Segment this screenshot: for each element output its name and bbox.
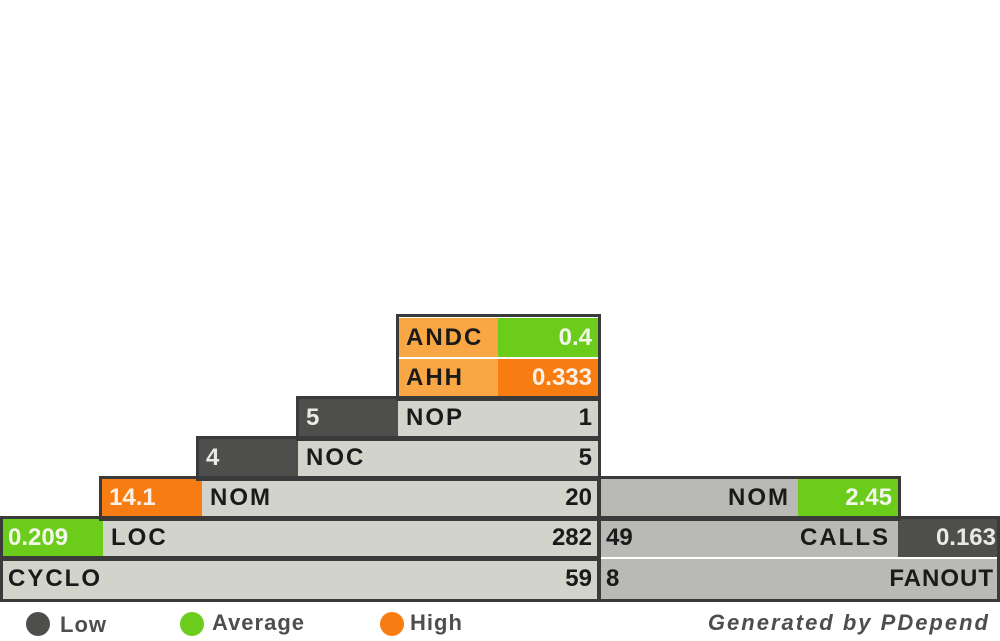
right-nom-label: NOM [598,478,798,518]
nom-value: 20 [398,478,598,518]
legend-high-label: High [410,610,463,635]
ahh-label: AHH [398,358,498,398]
fanout-label: FANOUT [698,558,1000,600]
row-separator [0,557,598,559]
noc-ratio: 4 [198,438,298,478]
cyclo-label: CYCLO [0,558,298,600]
legend-high-dot [380,612,404,636]
calls-ratio: 0.163 [898,518,1000,558]
noc-label: NOC [298,438,448,478]
row-separator [298,397,598,399]
legend-average-label: Average [212,610,306,635]
nop-value: 1 [498,398,598,438]
fanout-value: 8 [598,558,698,600]
nom-ratio: 14.1 [101,478,202,518]
row-separator [398,357,598,359]
legend-low-label: Low [60,612,107,637]
row-separator [101,477,598,479]
row-separator [0,517,598,519]
calls-label: CALLS [698,518,898,558]
cyclo-value: 59 [298,558,598,600]
loc-ratio: 0.209 [0,518,103,558]
loc-label: LOC [103,518,298,558]
generator-credit: Generated by PDepend [707,610,990,635]
nom-label: NOM [202,478,398,518]
nop-ratio: 5 [298,398,398,438]
loc-value: 282 [298,518,598,558]
legend-average-dot [180,612,204,636]
right-nom-ratio: 2.45 [798,478,898,518]
andc-value: 0.4 [498,318,598,358]
row-separator [598,557,1000,559]
andc-label: ANDC [398,318,498,358]
legend-low-dot [26,612,50,636]
nop-label: NOP [398,398,498,438]
row-separator [598,517,1000,519]
ahh-value: 0.333 [498,358,598,398]
row-separator [198,437,598,439]
noc-value: 5 [448,438,598,478]
calls-value: 49 [598,518,698,558]
